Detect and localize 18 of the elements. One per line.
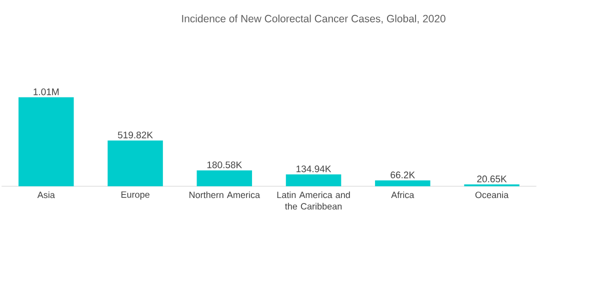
data-label: 66.2K	[390, 171, 415, 178]
bar	[286, 174, 342, 186]
data-label: 1.01M	[34, 88, 59, 96]
bar	[18, 97, 74, 186]
x-tick-label: Europe	[121, 191, 150, 200]
bar	[108, 140, 163, 186]
data-label: 519.82K	[118, 131, 153, 138]
bar	[375, 180, 430, 186]
x-tick-label: Oceania	[475, 191, 509, 198]
bar	[196, 170, 252, 186]
x-tick-label: Africa	[391, 191, 414, 198]
chart-title: Incidence of New Colorectal Cancer Cases, Global, 2020	[182, 14, 446, 24]
data-label: 20.65K	[477, 175, 507, 182]
x-tick-label: Asia	[37, 191, 55, 198]
data-label: 134.94K	[296, 165, 332, 172]
x-tick-label: Northern America	[189, 191, 260, 198]
data-label: 180.58K	[207, 161, 242, 168]
x-tick-label: Latin America and the Caribbean	[277, 191, 350, 210]
